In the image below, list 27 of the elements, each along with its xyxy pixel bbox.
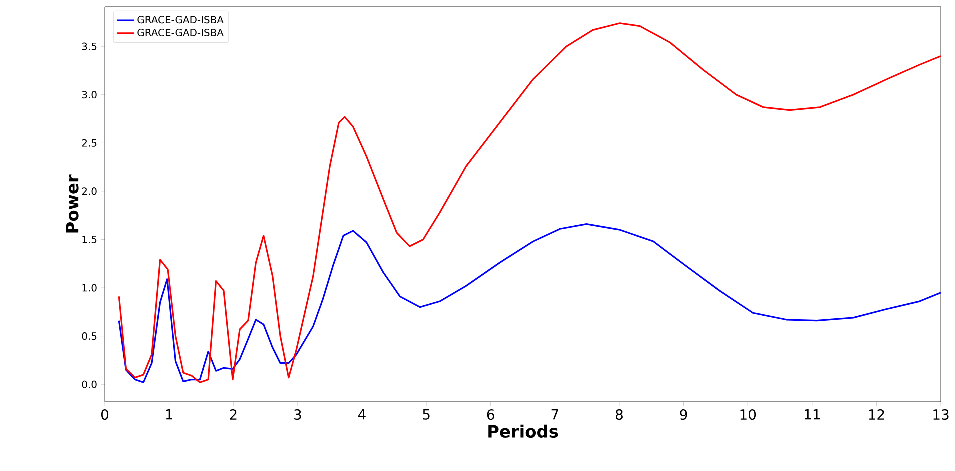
y-tick-label: 1.0 bbox=[82, 284, 97, 292]
line-series bbox=[118, 223, 942, 384]
x-tick-label: 10 bbox=[740, 409, 756, 420]
y-tick-label: 3.5 bbox=[82, 42, 97, 50]
y-tick-label: 3.0 bbox=[82, 91, 97, 99]
y-tick-label: 0.0 bbox=[82, 380, 97, 388]
x-tick-label: 4 bbox=[358, 410, 366, 420]
x-tick-label: 7 bbox=[552, 410, 558, 420]
x-axis-title: Periods bbox=[488, 424, 558, 438]
x-tick-label: 2 bbox=[230, 409, 237, 420]
x-tick-label: 0 bbox=[101, 409, 109, 420]
x-tick-label: 12 bbox=[869, 409, 884, 420]
x-tick-label: 1 bbox=[166, 410, 172, 420]
y-tick-label: 0.5 bbox=[82, 332, 97, 340]
x-tick-label: 8 bbox=[616, 409, 623, 420]
y-axis-title: Power bbox=[66, 174, 79, 233]
x-tick-label: 13 bbox=[934, 409, 949, 420]
y-tick-label: 1.5 bbox=[82, 236, 97, 244]
x-tick-label: 11 bbox=[805, 410, 820, 420]
legend-label: GRACE-GAD-ISBA bbox=[138, 28, 224, 37]
x-tick-label: 3 bbox=[294, 409, 302, 420]
y-tick-label: 2.5 bbox=[82, 139, 97, 147]
x-tick-label: 5 bbox=[423, 410, 430, 420]
x-tick-label: 6 bbox=[487, 409, 494, 420]
y-tick-label: 2.0 bbox=[82, 188, 97, 196]
legend-label: GRACE-GAD-ISBA bbox=[138, 16, 224, 24]
x-tick-label: 9 bbox=[680, 409, 688, 420]
